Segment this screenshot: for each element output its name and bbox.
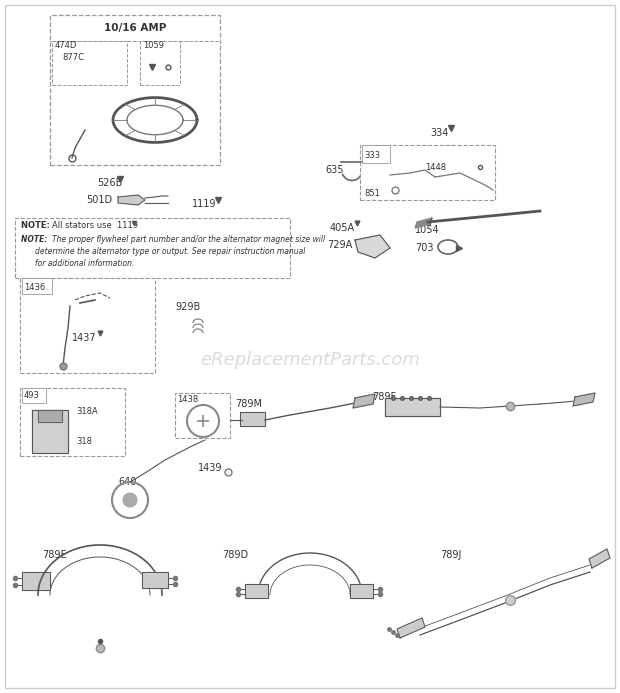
Text: 1119: 1119 [192, 199, 216, 209]
Bar [15, 218, 290, 278]
Text: 318A: 318A [76, 407, 98, 416]
Text: 635: 635 [325, 165, 343, 175]
Bar [20, 278, 155, 373]
Text: 929B: 929B [175, 302, 200, 312]
Text: 703: 703 [415, 243, 433, 253]
Text: 333: 333 [364, 150, 380, 159]
Polygon shape [350, 584, 373, 598]
Polygon shape [142, 572, 168, 588]
Text: 729A: 729A [327, 240, 352, 250]
Text: 10/16 AMP: 10/16 AMP [104, 23, 166, 33]
Text: 789E: 789E [42, 550, 66, 560]
Polygon shape [118, 195, 145, 205]
Text: 493: 493 [24, 392, 40, 401]
Text: 789F: 789F [372, 392, 396, 402]
Polygon shape [38, 410, 62, 422]
Text: for additional information.: for additional information. [35, 259, 135, 268]
Text: 640: 640 [118, 477, 136, 487]
Text: determine the alternator type or output. See repair instruction manual: determine the alternator type or output.… [35, 247, 306, 256]
Text: 1437: 1437 [72, 333, 97, 343]
Text: 1059: 1059 [143, 40, 164, 49]
Text: 877C: 877C [62, 53, 84, 62]
Text: 474D: 474D [55, 40, 78, 49]
Bar [360, 145, 495, 200]
Text: 1448: 1448 [425, 162, 446, 171]
Polygon shape [573, 393, 595, 406]
Text: 334: 334 [430, 128, 448, 138]
Polygon shape [385, 398, 440, 416]
Text: 1054: 1054 [415, 225, 440, 235]
Text: 1438: 1438 [177, 396, 198, 405]
Circle shape [123, 493, 137, 507]
Text: 789M: 789M [235, 399, 262, 409]
Bar [140, 41, 180, 85]
Bar [22, 388, 46, 403]
Text: eReplacementParts.com: eReplacementParts.com [200, 351, 420, 369]
Text: 1436: 1436 [24, 283, 45, 292]
Polygon shape [355, 235, 390, 258]
Text: 789J: 789J [440, 550, 461, 560]
Polygon shape [397, 618, 425, 638]
Text: NOTE:: NOTE: [21, 236, 50, 245]
Polygon shape [240, 412, 265, 426]
Polygon shape [589, 549, 610, 568]
Text: 789D: 789D [222, 550, 248, 560]
Polygon shape [32, 410, 68, 453]
Bar [52, 41, 127, 85]
Bar [175, 393, 230, 438]
Text: The proper flywheel part number and/or the alternator magnet size will: The proper flywheel part number and/or t… [52, 236, 325, 245]
Bar [362, 145, 390, 163]
Text: 526B: 526B [97, 178, 122, 188]
Bar [50, 15, 220, 165]
Polygon shape [22, 572, 50, 590]
Text: NOTE:: NOTE: [21, 222, 53, 231]
Text: 318: 318 [76, 437, 92, 446]
Bar [22, 278, 52, 294]
Text: 405A: 405A [330, 223, 355, 233]
Polygon shape [415, 218, 432, 228]
Text: 1439: 1439 [198, 463, 223, 473]
Polygon shape [353, 394, 375, 408]
Polygon shape [245, 584, 268, 598]
Text: 851: 851 [364, 189, 380, 198]
Text: 501D: 501D [86, 195, 112, 205]
Bar [20, 388, 125, 456]
Text: All stators use  1119: All stators use 1119 [52, 222, 138, 231]
